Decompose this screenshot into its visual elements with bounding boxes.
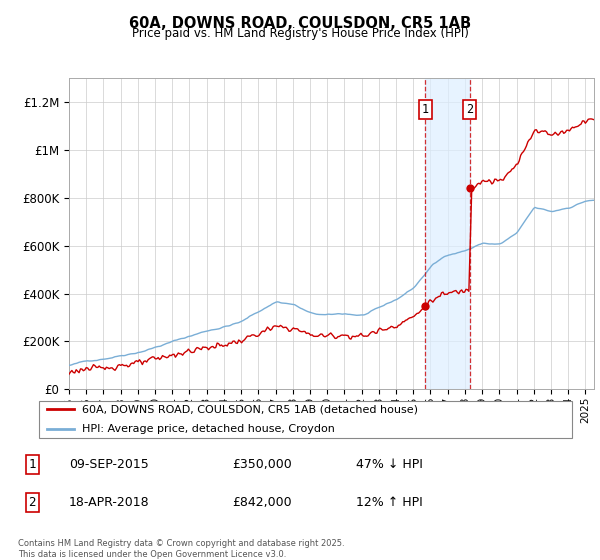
Text: Price paid vs. HM Land Registry's House Price Index (HPI): Price paid vs. HM Land Registry's House … — [131, 27, 469, 40]
Text: 60A, DOWNS ROAD, COULSDON, CR5 1AB: 60A, DOWNS ROAD, COULSDON, CR5 1AB — [129, 16, 471, 31]
Text: 47% ↓ HPI: 47% ↓ HPI — [356, 458, 423, 471]
Text: £350,000: £350,000 — [232, 458, 292, 471]
Text: 12% ↑ HPI: 12% ↑ HPI — [356, 496, 423, 509]
Text: HPI: Average price, detached house, Croydon: HPI: Average price, detached house, Croy… — [82, 424, 335, 434]
Text: 60A, DOWNS ROAD, COULSDON, CR5 1AB (detached house): 60A, DOWNS ROAD, COULSDON, CR5 1AB (deta… — [82, 404, 418, 414]
Text: 1: 1 — [28, 458, 36, 471]
Bar — [425, 78, 470, 389]
Text: 18-APR-2018: 18-APR-2018 — [69, 496, 149, 509]
Text: 1: 1 — [422, 103, 429, 116]
Text: 2: 2 — [28, 496, 36, 509]
Text: Contains HM Land Registry data © Crown copyright and database right 2025.
This d: Contains HM Land Registry data © Crown c… — [18, 539, 344, 559]
Text: 09-SEP-2015: 09-SEP-2015 — [69, 458, 149, 471]
Text: £842,000: £842,000 — [232, 496, 292, 509]
Text: 2: 2 — [466, 103, 473, 116]
FancyBboxPatch shape — [39, 400, 572, 437]
